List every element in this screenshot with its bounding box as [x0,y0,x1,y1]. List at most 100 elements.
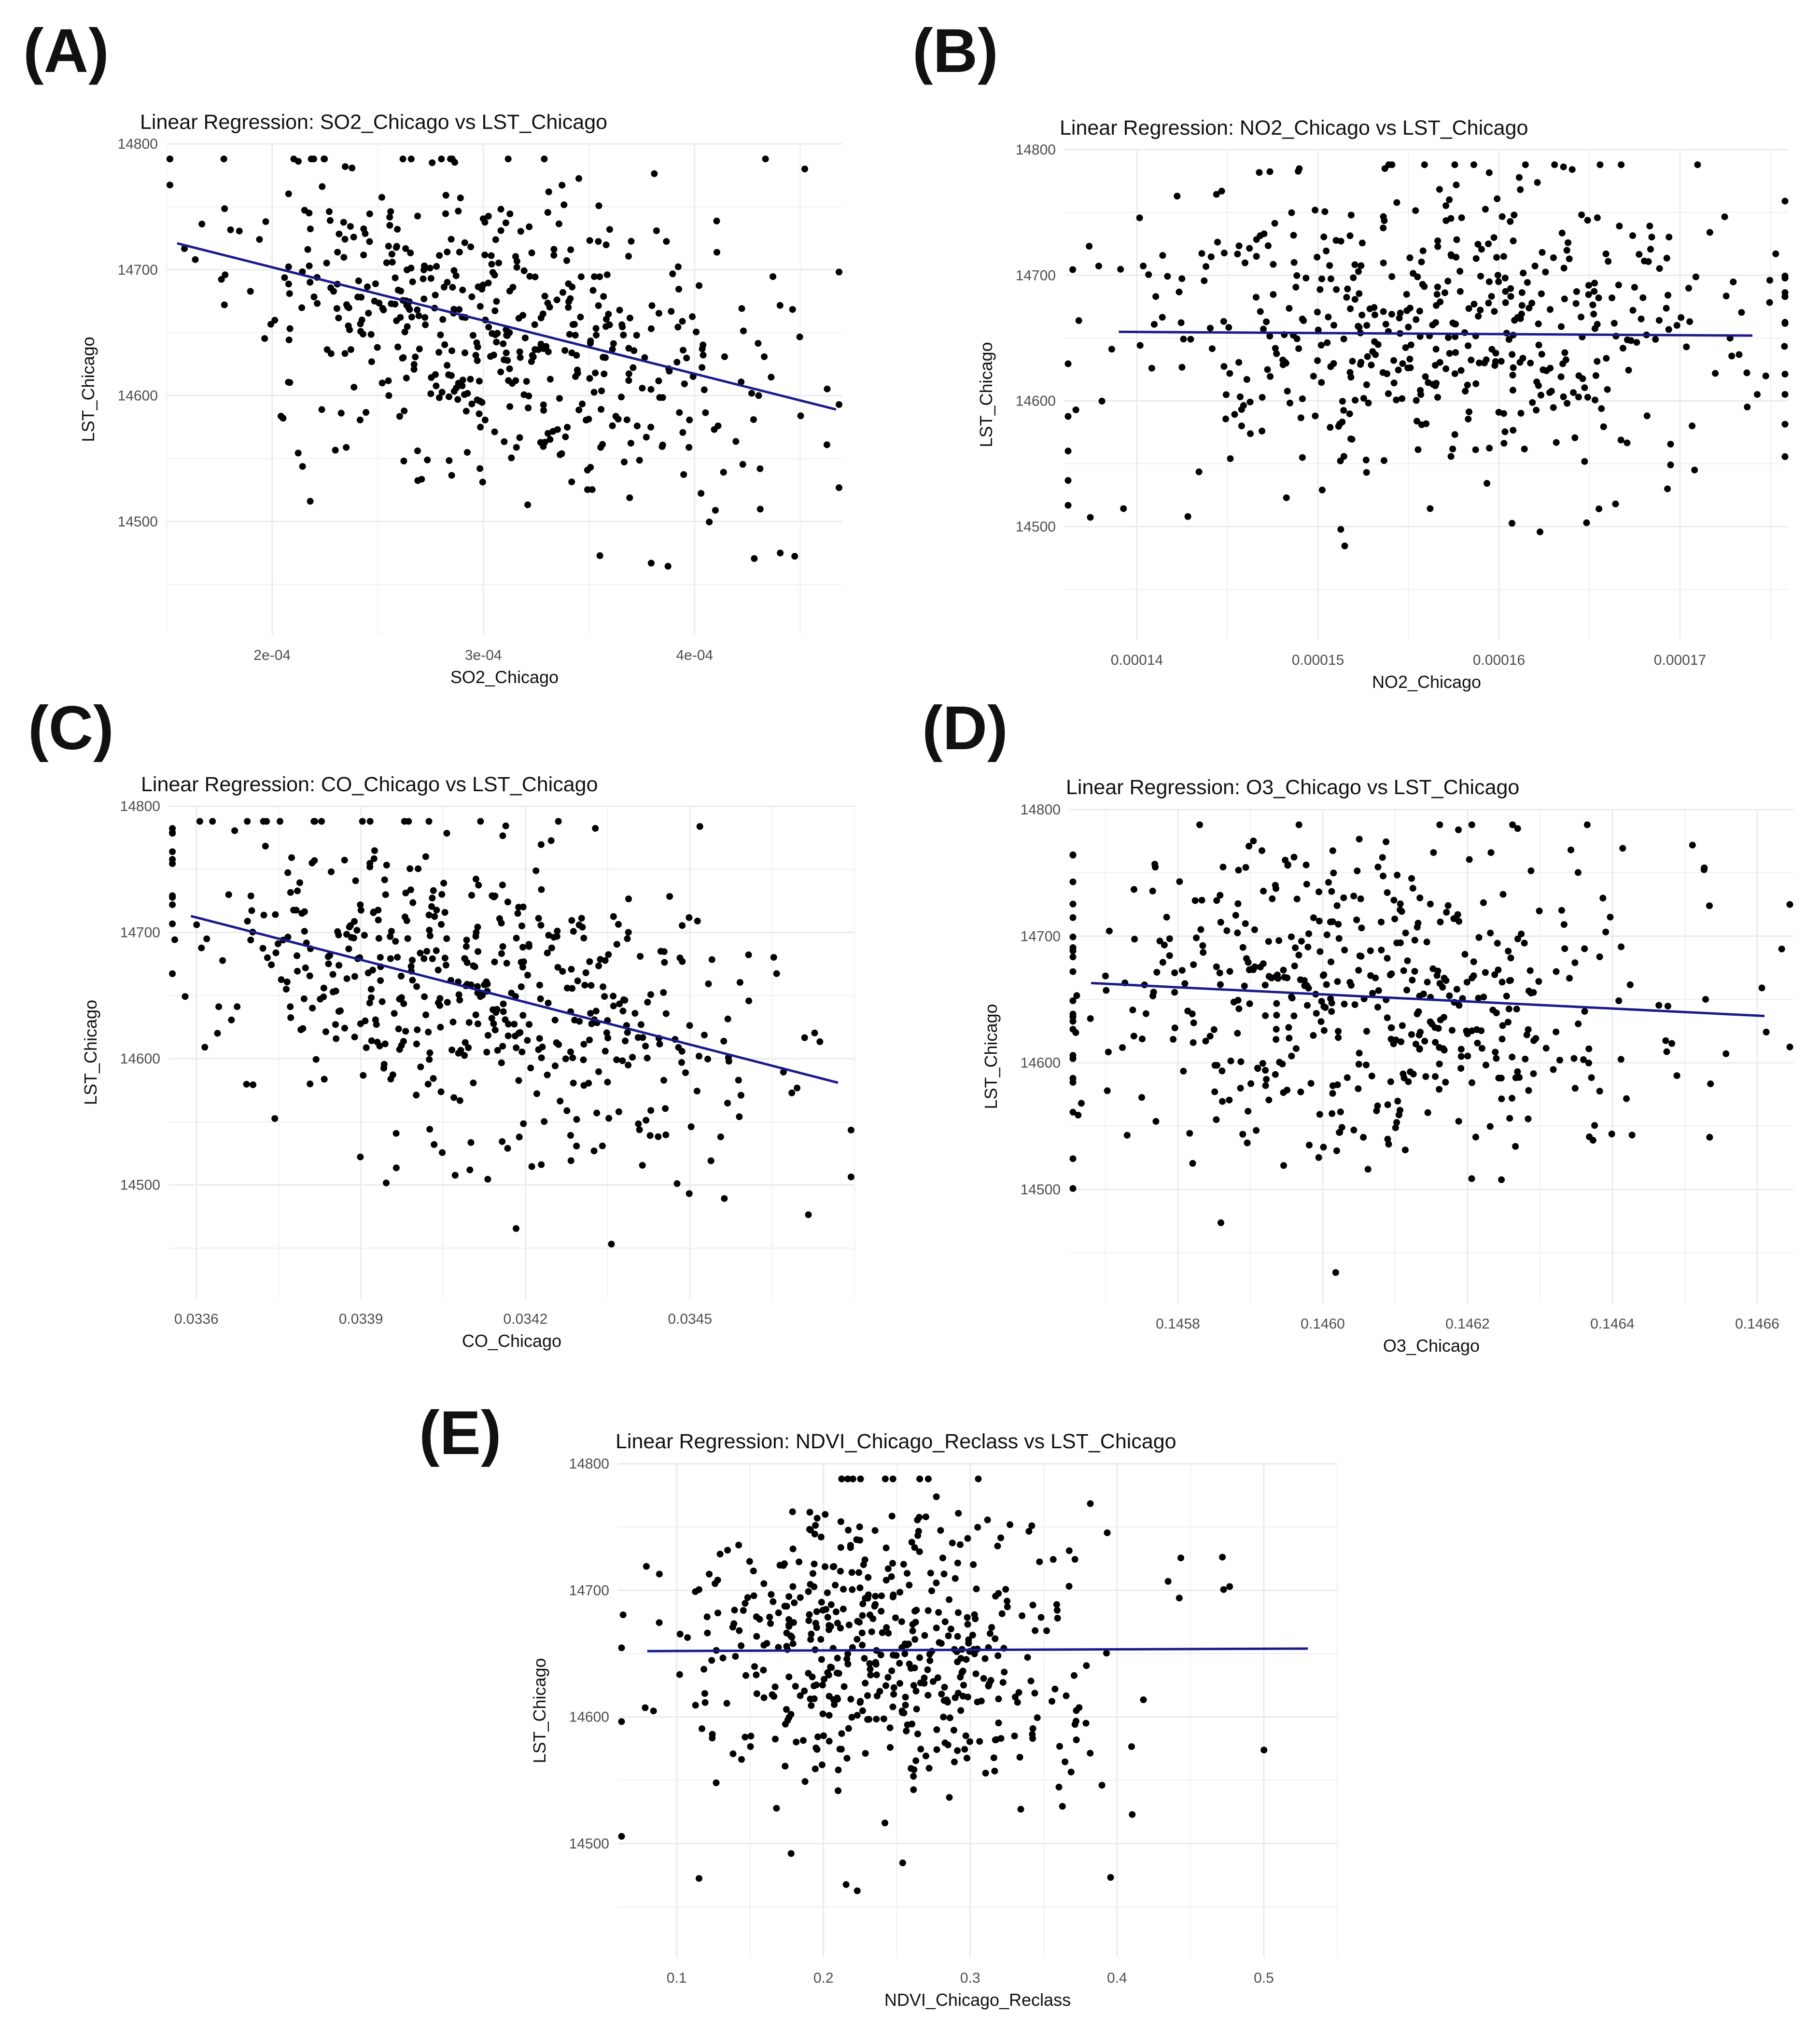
data-point [1028,1522,1036,1529]
data-point [294,449,302,457]
data-point [647,560,655,567]
data-point [1432,382,1439,389]
data-point [533,1090,540,1097]
data-point [375,935,382,942]
data-point [1585,1045,1593,1052]
data-point [1446,196,1453,203]
data-point [322,1028,329,1035]
data-point [1457,367,1465,374]
data-point [381,876,388,883]
data-point [1346,369,1354,376]
data-point [474,396,481,404]
data-point [426,1126,434,1133]
data-point [1177,1554,1184,1562]
data-point [476,410,483,418]
data-point [259,945,266,952]
data-point [1445,334,1452,341]
data-point [1119,1044,1126,1051]
data-point [824,385,831,392]
data-point [1391,915,1399,923]
data-point [1071,1556,1078,1563]
data-point [1772,250,1779,257]
data-point [429,955,436,962]
data-point [539,1043,546,1050]
data-point [524,501,532,508]
x-tick-label: 0.00016 [1473,652,1525,668]
data-point [414,447,421,454]
data-point [783,1603,790,1610]
data-point [1408,1031,1415,1038]
data-point [849,1475,856,1483]
data-point [1591,288,1598,295]
data-point [1263,1076,1270,1083]
data-point [693,1088,700,1095]
data-point [562,1055,569,1063]
data-point [378,194,385,201]
data-point [604,1078,611,1086]
data-point [1465,416,1472,423]
data-point [773,1805,780,1812]
data-point [450,306,458,313]
data-point [595,202,602,210]
data-point [467,376,474,383]
data-point [352,877,359,884]
data-point [1234,900,1242,907]
data-point [1025,1528,1033,1535]
data-point [1346,232,1354,239]
data-point [1235,359,1243,366]
data-point [579,924,586,931]
data-point [789,1640,797,1647]
data-point [1512,1074,1519,1081]
data-point [618,1833,625,1840]
data-point [1542,268,1549,276]
data-point [1265,1096,1273,1104]
data-point [1550,1066,1557,1073]
data-point [1456,918,1463,925]
data-point [442,210,449,217]
data-point [1433,302,1440,309]
x-tick-label: 0.4 [1107,1970,1127,1986]
data-point [606,226,613,233]
data-point [1329,1110,1336,1117]
data-point [351,973,358,980]
data-point [1032,1627,1039,1634]
data-point [1332,1269,1339,1276]
data-point [568,966,575,973]
data-point [1507,293,1514,300]
data-point [519,1012,527,1019]
data-point [813,1608,820,1615]
data-point [1534,179,1541,186]
data-point [770,954,777,961]
data-point [896,1660,903,1667]
data-point [526,223,533,230]
data-point [1176,1595,1183,1602]
data-point [472,933,479,940]
data-point [1390,357,1397,364]
data-point [556,395,563,402]
data-point [1360,395,1367,402]
data-point [228,1016,235,1023]
data-point [656,1570,663,1578]
data-point [1480,899,1487,906]
data-point [1340,453,1347,460]
data-point [1069,1010,1077,1018]
data-point [1189,1160,1196,1167]
data-point [1305,930,1312,938]
data-point [1447,453,1455,460]
data-point [368,994,375,1001]
data-point [969,1632,976,1638]
data-point [293,907,300,914]
data-point [400,1038,407,1045]
data-point [424,1080,432,1088]
data-point [1138,1094,1145,1101]
data-point [797,1692,804,1699]
data-point [584,486,591,493]
data-point [1469,1079,1475,1086]
data-point [169,970,176,977]
data-point [432,292,439,299]
data-point [1525,1087,1532,1094]
data-point [1591,280,1598,287]
data-point [1344,1074,1351,1081]
data-point [181,245,188,252]
data-point [610,1002,617,1009]
